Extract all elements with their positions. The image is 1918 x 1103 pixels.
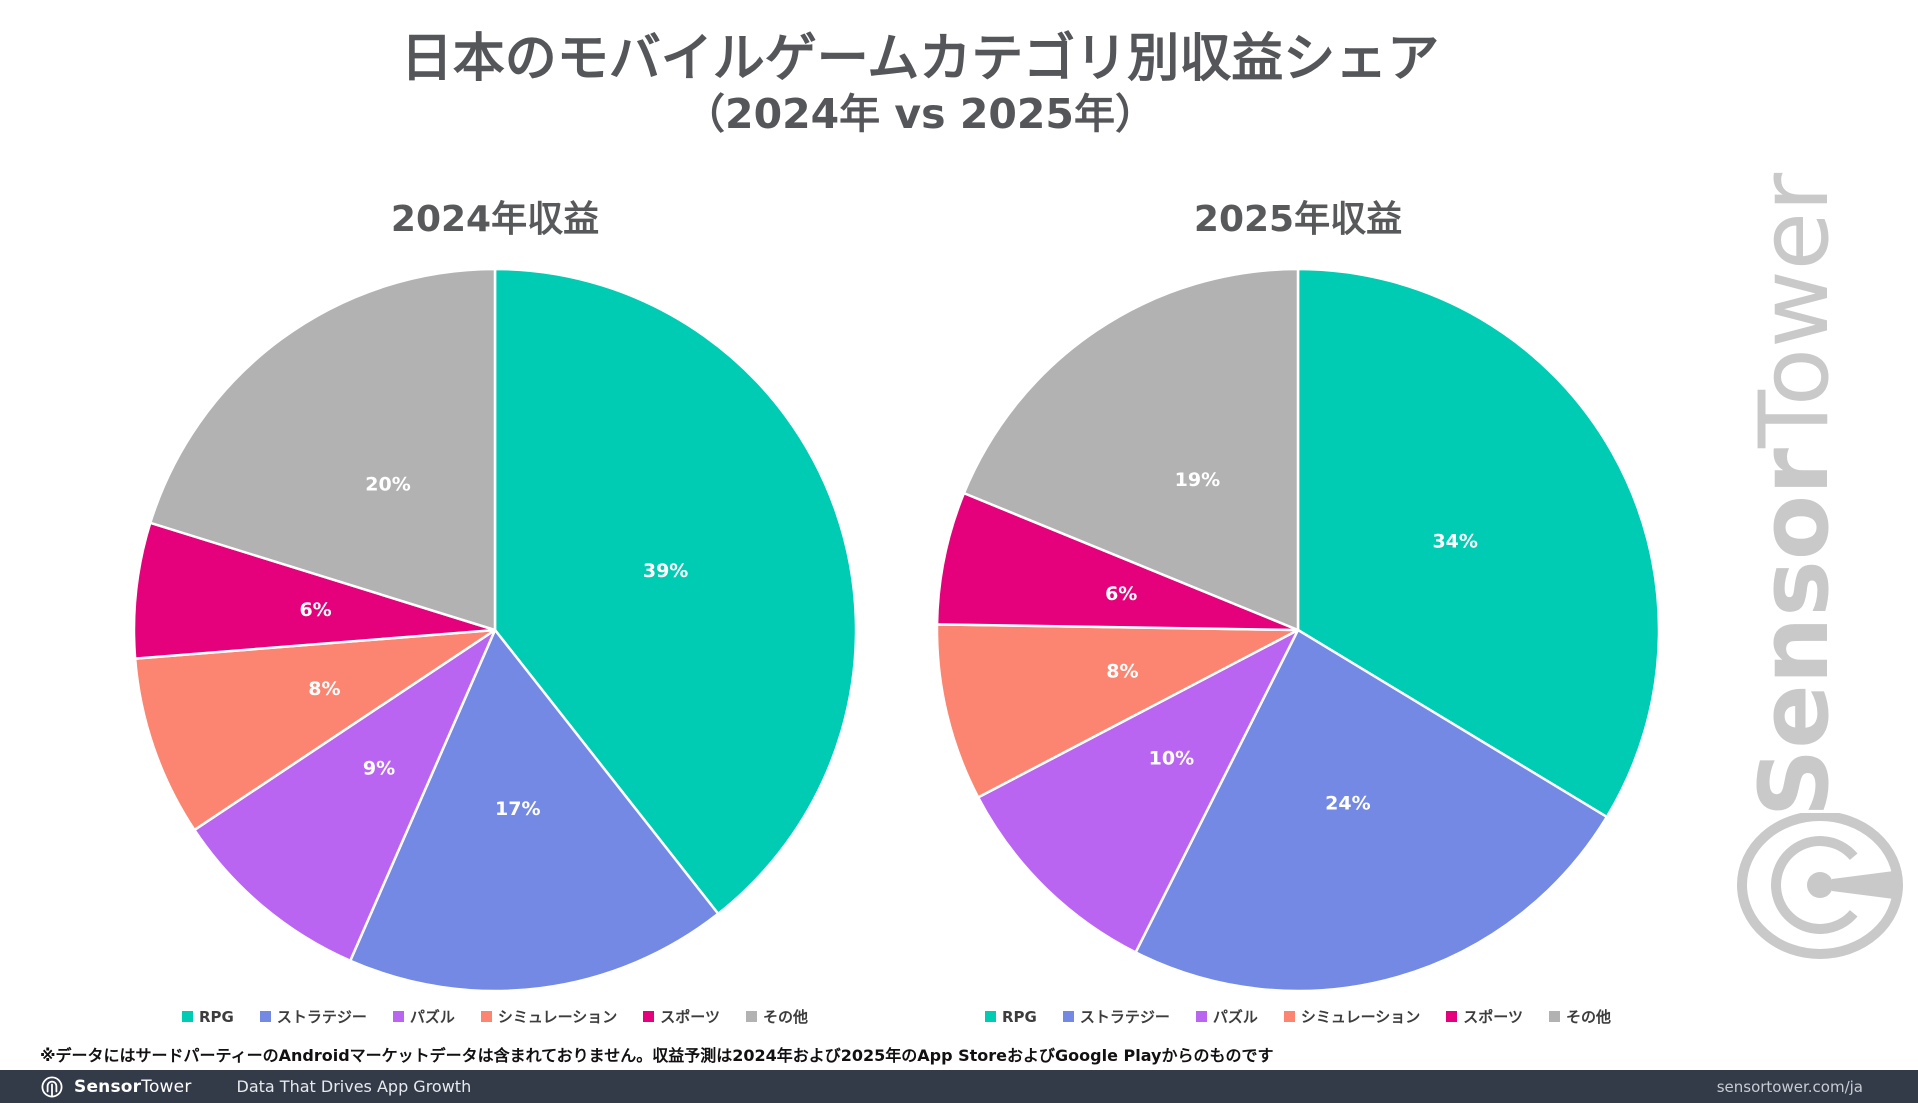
chart-title-2025: 2025年収益 [1193,199,1403,240]
slice-label-シミュレーション: 8% [1106,661,1138,683]
legend-item-RPG: RPG [985,1008,1037,1026]
legend-label: RPG [199,1007,234,1026]
legend-swatch-icon [746,1011,757,1022]
legend-swatch-icon [480,1011,492,1022]
pie-slice-RPG [1296,267,1661,819]
watermark-wordmark: SensorTower [1740,125,1850,865]
legend-2025: RPG ストラテジー パズル シミュレーション スポーツ その他 [985,1006,1611,1027]
pie-slice-スポーツ [132,521,497,660]
brand-bold: Sensor [74,1076,142,1097]
legend-swatch-icon [1062,1011,1074,1022]
legend-item-その他: その他 [746,1006,808,1027]
sensortower-logo-icon [41,1075,63,1098]
slice-label-シミュレーション: 8% [308,678,340,700]
pie-slice-シミュレーション [133,628,497,832]
brand-wordmark: SensorTower [74,1077,192,1097]
legend-item-シミュレーション: シミュレーション [480,1006,618,1027]
legend-swatch-icon [182,1011,193,1022]
legend-2024: RPG ストラテジー パズル シミュレーション スポーツ その他 [182,1006,808,1027]
legend-label: その他 [763,1008,809,1026]
legend-swatch-icon [392,1011,404,1022]
sensortower-watermark-logo-icon [1737,813,1903,959]
pie-slice-パズル [193,628,497,962]
slice-label-スポーツ: 6% [299,599,331,621]
legend-item-シミュレーション: シミュレーション [1283,1006,1421,1027]
legend-swatch-icon [985,1011,996,1022]
slice-label-パズル: 10% [1149,748,1194,770]
legend-item-ストラテジー: ストラテジー [259,1006,367,1027]
footer-brand: SensorTower [40,1075,192,1099]
watermark-brand-light: Tower [1740,172,1850,449]
legend-swatch-icon [1549,1011,1560,1022]
legend-item-スポーツ: スポーツ [643,1006,720,1027]
footer-url: sensortower.com/ja [1716,1077,1863,1096]
chart-title-2024: 2024年収益 [390,199,600,240]
legend-label: スポーツ [660,1008,720,1026]
legend-label: スポーツ [1463,1008,1523,1026]
footer-tagline: Data That Drives App Growth [236,1077,472,1096]
pie-slice-スポーツ [935,491,1300,632]
legend-item-その他: その他 [1549,1006,1611,1027]
watermark-brand-bold: Sensor [1740,448,1850,818]
legend-label: シミュレーション [1300,1008,1421,1026]
legend-swatch-icon [1195,1011,1207,1022]
legend-item-ストラテジー: ストラテジー [1062,1006,1170,1027]
slice-label-ストラテジー: 24% [1325,793,1370,815]
slice-label-パズル: 9% [363,757,395,779]
legend-label: RPG [1002,1007,1037,1026]
legend-swatch-icon [259,1011,271,1022]
legend-swatch-icon [643,1011,655,1022]
legend-item-パズル: パズル [392,1006,455,1027]
pie-slice-パズル [976,628,1300,954]
legend-label: その他 [1566,1008,1612,1026]
pie-chart-2025: 34% 24% 10% 8% 6% 19% [935,267,1661,993]
page-title: 日本のモバイルゲームカテゴリ別収益シェア [400,29,1440,89]
legend-label: ストラテジー [1079,1008,1170,1026]
legend-item-RPG: RPG [182,1008,234,1026]
pie-slice-RPG [493,267,858,916]
legend-label: パズル [1212,1008,1258,1026]
legend-swatch-icon [1283,1011,1295,1022]
legend-label: シミュレーション [497,1008,618,1026]
slice-label-その他: 20% [365,474,410,496]
data-source-footnote: ※データにはサードパーティーのAndroidマーケットデータは含まれておりません… [40,1046,1274,1065]
brand-light: Tower [141,1076,192,1097]
slice-label-RPG: 34% [1432,530,1477,552]
legend-item-パズル: パズル [1195,1006,1258,1027]
slice-label-RPG: 39% [643,560,688,582]
footer-bar: SensorTower Data That Drives App Growth … [0,1070,1918,1103]
pie-slice-ストラテジー [349,628,720,993]
pie-chart-2024: 39% 17% 9% 8% 6% 20% [132,267,858,993]
page-subtitle: （2024年 vs 2025年） [684,90,1156,138]
legend-item-スポーツ: スポーツ [1446,1006,1523,1027]
legend-label: パズル [409,1008,455,1026]
slice-label-ストラテジー: 17% [495,798,540,820]
slice-label-スポーツ: 6% [1105,583,1137,605]
pie-slice-その他 [149,267,497,632]
legend-swatch-icon [1446,1011,1458,1022]
pie-slice-その他 [962,267,1300,632]
slice-label-その他: 19% [1175,469,1220,491]
pie-slice-シミュレーション [935,623,1300,799]
legend-label: ストラテジー [276,1008,367,1026]
